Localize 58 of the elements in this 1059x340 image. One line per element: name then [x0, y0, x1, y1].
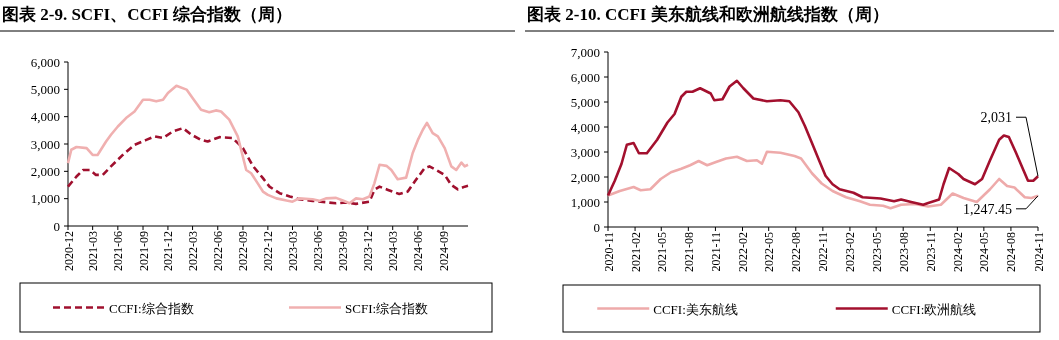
- x-tick-label: 2021-11: [708, 232, 723, 272]
- y-tick-label: 7,000: [570, 44, 600, 60]
- x-tick-label: 2023-06: [311, 231, 326, 271]
- line-series: [66, 126, 470, 206]
- y-tick-label: 3,000: [30, 136, 60, 152]
- y-tick-label: 4,000: [570, 119, 600, 135]
- x-tick-label: 2022-08: [789, 232, 804, 272]
- y-tick-label: 6,000: [30, 54, 60, 70]
- x-tick-label: 2022-09: [236, 231, 251, 271]
- x-tick-label: 2024-11: [1031, 232, 1046, 272]
- legend-label: CCFI:综合指数: [109, 300, 194, 316]
- x-tick-label: 2021-08: [681, 232, 696, 272]
- x-tick-label: 2024-02: [950, 232, 965, 272]
- y-tick-label: 1,000: [30, 191, 60, 207]
- x-tick-label: 2024-08: [1004, 232, 1019, 272]
- y-tick-label: 5,000: [30, 81, 60, 97]
- x-tick-label: 2024-06: [411, 231, 426, 271]
- x-tick-label: 2021-06: [111, 231, 126, 271]
- x-tick-label: 2020-12: [61, 231, 76, 271]
- x-tick-label: 2021-02: [628, 232, 643, 272]
- x-tick-label: 2023-02: [843, 232, 858, 272]
- chart-title: 图表 2-10. CCFI 美东航线和欧洲航线指数（周）: [527, 5, 889, 24]
- x-tick-label: 2024-09: [436, 231, 451, 271]
- y-tick-label: 4,000: [30, 109, 60, 125]
- x-tick-label: 2021-12: [161, 231, 176, 271]
- y-tick-label: 3,000: [570, 144, 600, 160]
- x-tick-label: 2023-11: [923, 232, 938, 272]
- legend-label: SCFI:综合指数: [345, 300, 429, 316]
- x-tick-label: 2023-09: [336, 231, 351, 271]
- x-tick-label: 2023-05: [869, 232, 884, 272]
- x-tick-label: 2022-12: [261, 231, 276, 271]
- y-tick-label: 2,000: [570, 169, 600, 185]
- x-tick-label: 2023-12: [361, 231, 376, 271]
- x-tick-label: 2021-03: [86, 231, 101, 271]
- x-tick-label: 2022-03: [186, 231, 201, 271]
- x-tick-label: 2023-03: [286, 231, 300, 271]
- annotation: 1,247.45: [963, 201, 1012, 217]
- x-tick-label: 2021-09: [136, 231, 151, 271]
- chart-title: 图表 2-9. SCFI、CCFI 综合指数（周）: [2, 5, 292, 24]
- legend-label: CCFI:欧洲航线: [891, 301, 977, 317]
- y-tick-label: 2,000: [30, 163, 60, 179]
- y-tick-label: 5,000: [570, 94, 600, 110]
- x-tick-label: 2024-05: [977, 232, 992, 272]
- line-series: [66, 84, 470, 205]
- y-tick-label: 1,000: [570, 194, 600, 210]
- x-tick-label: 2024-03: [386, 231, 401, 271]
- legend-label: CCFI:美东航线: [653, 301, 738, 317]
- x-tick-label: 2022-05: [762, 232, 777, 272]
- y-tick-label: 6,000: [570, 69, 600, 85]
- x-tick-label: 2021-05: [654, 232, 669, 272]
- annotation: 2,031: [980, 110, 1012, 126]
- x-tick-label: 2023-08: [896, 232, 911, 272]
- x-tick-label: 2022-02: [736, 232, 750, 272]
- y-tick-label: 0: [53, 218, 60, 234]
- x-tick-label: 2020-11: [601, 232, 616, 272]
- y-tick-label: 0: [593, 219, 600, 235]
- x-tick-label: 2022-11: [816, 232, 831, 272]
- x-tick-label: 2022-06: [211, 231, 226, 271]
